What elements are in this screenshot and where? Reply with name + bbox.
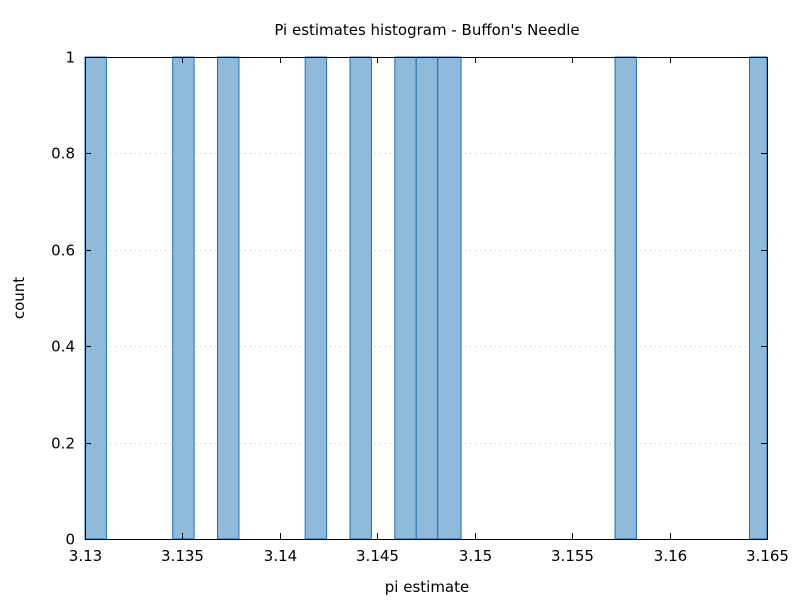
y-tick-label: 0.2 [51, 435, 75, 453]
histogram-bar [394, 56, 417, 540]
y-tick-label: 0.8 [51, 145, 75, 163]
chart-title: Pi estimates histogram - Buffon's Needle [274, 21, 579, 39]
histogram-bar [437, 56, 462, 540]
y-axis-label: count [10, 277, 28, 319]
histogram-bar [84, 56, 107, 540]
x-tick-label: 3.145 [356, 547, 399, 565]
x-tick-label: 3.15 [459, 547, 492, 565]
y-tick-label: 1 [65, 49, 75, 67]
x-tick-label: 3.14 [264, 547, 297, 565]
x-tick-label: 3.16 [654, 547, 687, 565]
histogram-bar [304, 56, 328, 540]
y-axis-ticks: 0 0.2 0.4 0.6 0.8 1 [51, 49, 767, 549]
histogram-bar [172, 56, 195, 540]
histogram-bars [84, 56, 768, 540]
histogram-bar [217, 56, 240, 540]
x-tick-label: 3.165 [746, 547, 789, 565]
x-tick-label: 3.135 [161, 547, 204, 565]
y-tick-label: 0.6 [51, 242, 75, 260]
histogram-bar [748, 56, 768, 540]
y-tick-label: 0.4 [51, 338, 75, 356]
x-axis-label: pi estimate [385, 578, 469, 596]
x-axis-ticks: 3.13 3.135 3.14 3.145 3.15 3.155 3.16 3.165 [69, 57, 789, 565]
histogram-bar [614, 56, 637, 540]
x-tick-label: 3.155 [551, 547, 594, 565]
y-tick-label: 0 [65, 531, 75, 549]
histogram-bar [349, 56, 372, 540]
plot-frame [85, 57, 768, 540]
x-tick-label: 3.13 [69, 547, 102, 565]
histogram-bar [415, 56, 439, 540]
